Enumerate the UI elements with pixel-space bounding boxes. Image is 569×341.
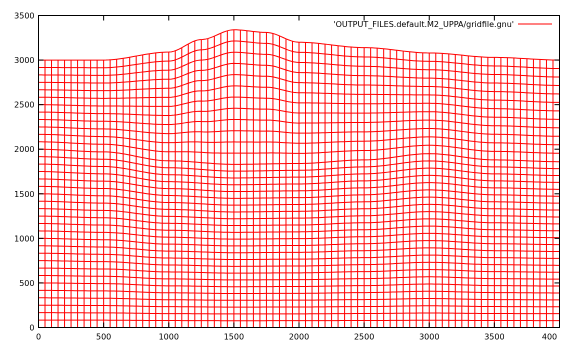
legend-label: 'OUTPUT_FILES.default.M2_UPPA/gridfile.g… [333, 20, 514, 29]
y-tick-label: 1000 [14, 234, 34, 243]
x-axis: 0 500 1000 1500 2000 2500 3000 3500 400 [36, 15, 560, 341]
x-tick-label: 1500 [224, 333, 244, 341]
legend: 'OUTPUT_FILES.default.M2_UPPA/gridfile.g… [333, 20, 552, 29]
y-tick-label: 1500 [14, 190, 34, 199]
x-tick-label: 2500 [354, 333, 374, 341]
x-tick-label: 2000 [289, 333, 309, 341]
y-tick-label: 3000 [14, 56, 34, 65]
y-axis: 0 500 1000 1500 2000 2500 3000 3500 [14, 12, 560, 333]
x-tick-label: 3000 [419, 333, 439, 341]
x-tick-label: 0 [36, 333, 41, 341]
x-tick-label: 400 [542, 333, 557, 341]
y-tick-label: 2500 [14, 101, 34, 110]
y-tick-label: 3500 [14, 12, 34, 21]
x-tick-label: 500 [96, 333, 111, 341]
y-tick-label: 500 [19, 279, 34, 288]
x-tick-label: 1000 [159, 333, 179, 341]
x-tick-label: 3500 [484, 333, 504, 341]
y-tick-label: 0 [29, 324, 34, 333]
y-tick-label: 2000 [14, 145, 34, 154]
mesh-grid [38, 29, 560, 328]
